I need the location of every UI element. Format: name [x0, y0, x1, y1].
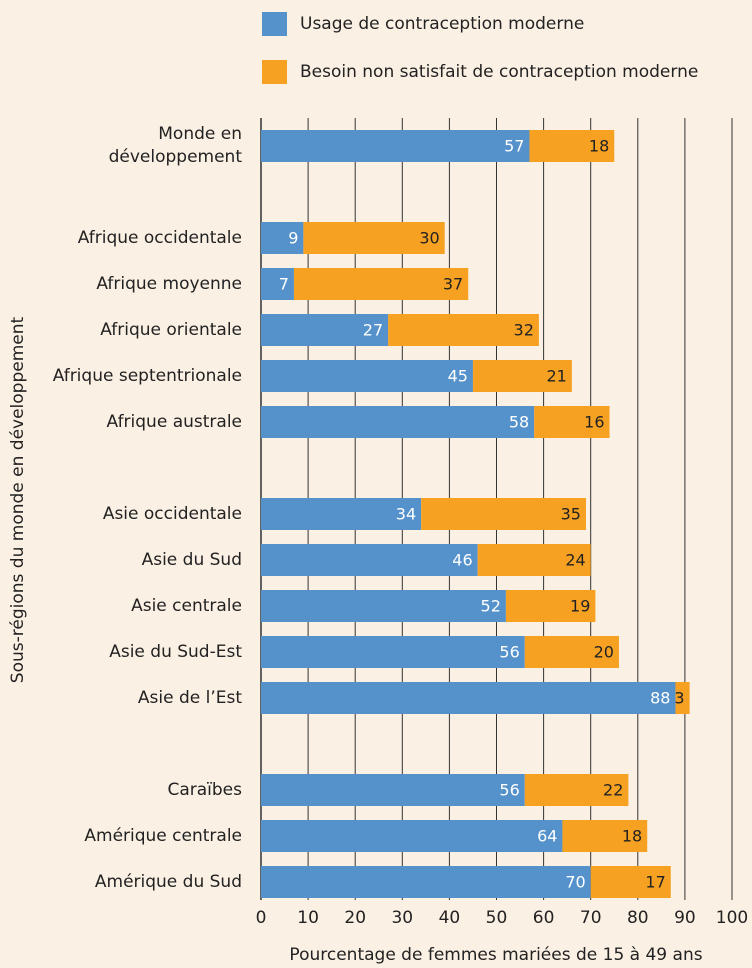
data-label: 21 [547, 367, 567, 386]
data-label: 16 [584, 413, 604, 432]
data-label: 24 [565, 551, 585, 570]
bar-segment [261, 866, 591, 898]
bar-segment [477, 544, 591, 576]
bar-segment [421, 498, 586, 530]
y-tick-label: Amérique du Sud [94, 871, 242, 892]
bar-segment [590, 866, 671, 898]
data-label: 88 [650, 689, 670, 708]
data-label: 70 [565, 873, 585, 892]
data-label: 9 [288, 229, 298, 248]
data-label: 35 [561, 505, 581, 524]
legend-swatch [262, 12, 287, 36]
y-tick-label: Afrique septentrionale [52, 365, 242, 386]
bar-segment [261, 360, 473, 392]
bar-segment [529, 130, 615, 162]
x-tick-label: 0 [256, 908, 267, 928]
bar-segment [261, 682, 676, 714]
x-tick-label: 20 [344, 908, 366, 928]
data-label: 22 [603, 781, 623, 800]
legend-swatch [262, 60, 287, 84]
bar-segment [261, 820, 563, 852]
y-tick-label: Caraïbes [167, 779, 242, 800]
data-label: 58 [509, 413, 529, 432]
x-tick-label: 70 [580, 908, 602, 928]
bar-segment [303, 222, 445, 254]
y-tick-label: Asie du Sud-Est [109, 641, 242, 662]
x-tick-label: 100 [716, 908, 748, 928]
data-label: 56 [499, 781, 519, 800]
data-label: 64 [537, 827, 557, 846]
legend-label: Besoin non satisfait de contraception mo… [300, 62, 698, 82]
y-tick-label: Afrique australe [106, 411, 242, 432]
x-tick-label: 50 [486, 908, 508, 928]
y-tick-label: Asie centrale [131, 595, 242, 616]
data-label: 19 [570, 597, 590, 616]
data-label: 18 [589, 137, 609, 156]
data-label: 27 [363, 321, 383, 340]
y-tick-label: Afrique occidentale [77, 227, 242, 248]
bar-segment [524, 636, 619, 668]
data-label: 20 [594, 643, 614, 662]
bar-segment [562, 820, 648, 852]
bar-segment [261, 222, 304, 254]
data-label: 46 [452, 551, 472, 570]
y-tick-label: Amérique centrale [84, 825, 242, 846]
bar-segment [261, 314, 389, 346]
bar-segment [261, 590, 506, 622]
y-axis-title: Sous-régions du monde en développement [8, 316, 28, 683]
x-tick-label: 10 [297, 908, 319, 928]
bar-segment [675, 682, 690, 714]
data-label: 45 [448, 367, 468, 386]
bar-segment [388, 314, 539, 346]
bar-segment [534, 406, 610, 438]
y-tick-label: Afrique orientale [100, 319, 242, 340]
data-label: 3 [674, 689, 684, 708]
y-tick-label: Monde en développement [108, 124, 242, 167]
data-label: 57 [504, 137, 524, 156]
bar-segment [261, 498, 422, 530]
data-label: 56 [499, 643, 519, 662]
y-tick-label: Asie du Sud [141, 549, 242, 570]
data-label: 32 [514, 321, 534, 340]
x-tick-label: 80 [627, 908, 649, 928]
data-label: 30 [419, 229, 439, 248]
x-axis-title: Pourcentage de femmes mariées de 15 à 49… [289, 945, 702, 965]
bar-segment [261, 406, 535, 438]
data-label: 7 [279, 275, 289, 294]
bar-segment [472, 360, 572, 392]
y-tick-label: Asie de l’Est [137, 687, 242, 708]
data-label: 37 [443, 275, 463, 294]
x-tick-label: 30 [391, 908, 413, 928]
data-label: 18 [622, 827, 642, 846]
y-tick-label: Afrique moyenne [96, 273, 242, 294]
data-label: 34 [396, 505, 416, 524]
bar-segment [261, 130, 530, 162]
x-tick-label: 60 [533, 908, 555, 928]
data-label: 17 [645, 873, 665, 892]
bar-segment [261, 774, 525, 806]
y-tick-label: Asie occidentale [102, 503, 242, 524]
data-label: 52 [481, 597, 501, 616]
bar-segment [261, 544, 478, 576]
x-tick-label: 90 [674, 908, 696, 928]
legend-label: Usage de contraception moderne [300, 14, 584, 34]
bar-segment [261, 636, 525, 668]
bar-segment [261, 268, 294, 300]
bar-segment [524, 774, 629, 806]
x-tick-label: 40 [439, 908, 461, 928]
bar-segment [293, 268, 469, 300]
bar-segment [505, 590, 596, 622]
